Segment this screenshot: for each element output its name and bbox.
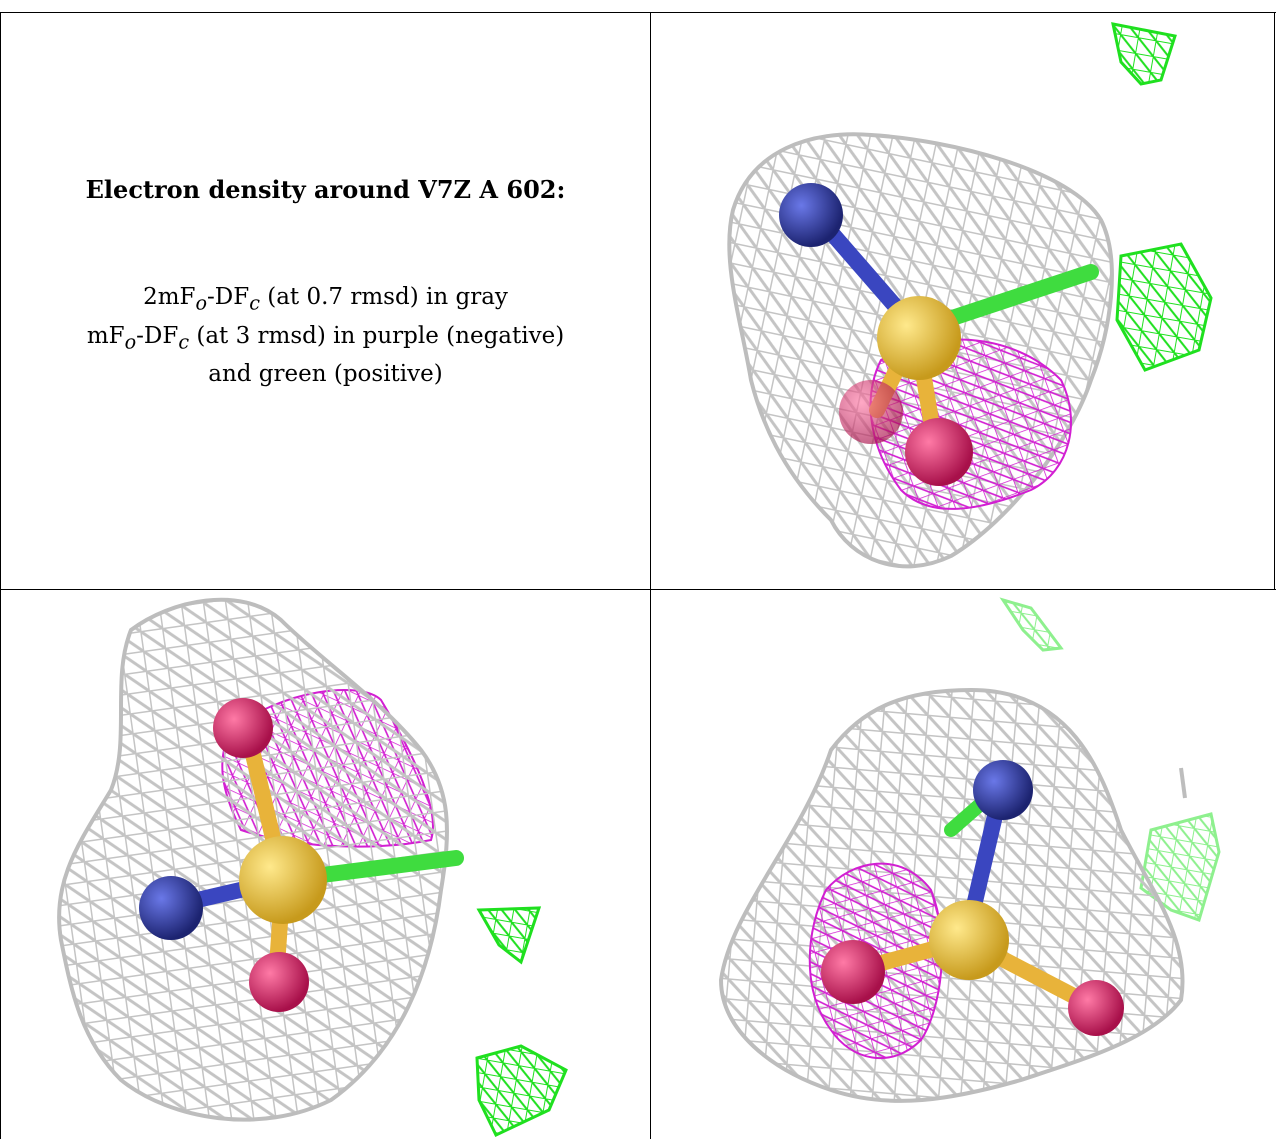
positive-density-mesh — [475, 1044, 568, 1137]
vanadium-atom — [877, 296, 961, 380]
gray-density-mesh — [718, 687, 1185, 1103]
border-middle-horizontal — [0, 589, 1276, 590]
density-panel-top-right — [651, 0, 1276, 589]
border-right — [1274, 12, 1275, 590]
positive-density-mesh — [1111, 22, 1177, 86]
border-top — [0, 12, 1276, 13]
nitrogen-atom — [779, 183, 843, 247]
oxygen-atom — [839, 380, 903, 444]
border-middle-vertical — [650, 12, 651, 1139]
border-left — [0, 12, 1, 1139]
positive-density-mesh — [476, 906, 542, 965]
stray-mesh-line — [1179, 767, 1187, 799]
positive-density-mesh — [1115, 242, 1213, 372]
density-panel-bottom-right — [651, 590, 1276, 1139]
oxygen-atom — [213, 698, 273, 758]
legend-line-gray: 2mFo-DFc (at 0.7 rmsd) in gray — [143, 284, 508, 315]
oxygen-atom — [1068, 980, 1124, 1036]
oxygen-atom — [249, 952, 309, 1012]
legend-line-difference: mFo-DFc (at 3 rmsd) in purple (negative) — [86, 322, 565, 354]
caption-title: Electron density around V7Z A 602: — [85, 175, 566, 204]
nitrogen-atom — [973, 760, 1033, 820]
density-panel-bottom-left — [1, 590, 650, 1139]
positive-density-mesh — [999, 597, 1064, 652]
vanadium-atom — [239, 836, 327, 924]
legend-line-positive: and green (positive) — [208, 361, 443, 388]
caption-legend: 2mFo-DFc (at 0.7 rmsd) in gray mFo-DFc (… — [1, 281, 650, 391]
oxygen-atom — [821, 940, 885, 1004]
vanadium-atom — [929, 900, 1009, 980]
oxygen-atom — [905, 418, 973, 486]
nitrogen-atom — [139, 876, 203, 940]
caption-cell: Electron density around V7Z A 602: 2mFo-… — [1, 13, 650, 589]
